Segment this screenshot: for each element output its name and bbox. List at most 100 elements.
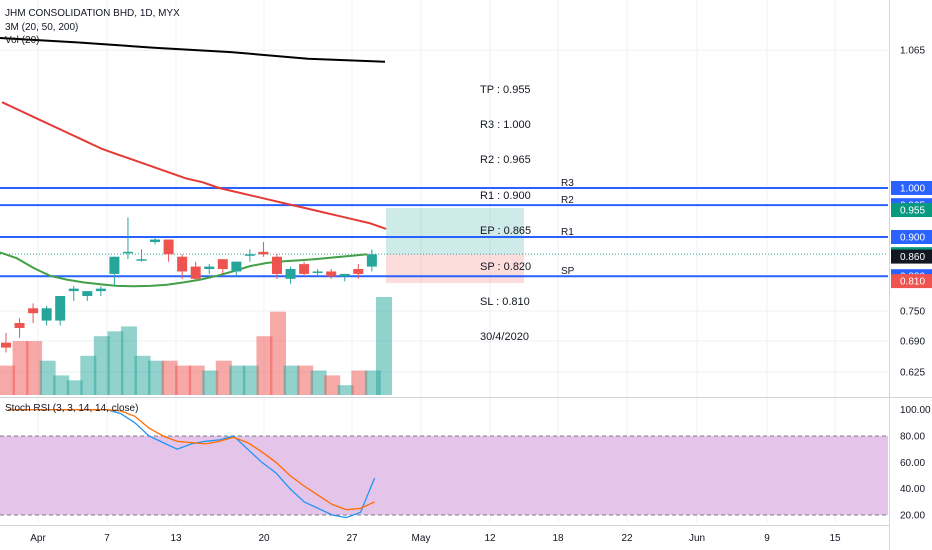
candle (204, 264, 215, 274)
x-tick-label: Jun (689, 533, 705, 544)
candle-body (41, 308, 52, 321)
grid (0, 0, 932, 523)
price-tag-bg (891, 230, 932, 244)
candle-body (68, 288, 79, 292)
volume-bar (188, 365, 205, 395)
candle-body (95, 288, 106, 292)
note-r1: R1 : 0.900 (480, 189, 531, 202)
note-tp: TP : 0.955 (480, 83, 531, 96)
volume-bar (324, 375, 341, 395)
position-target-zone (386, 208, 524, 255)
price-tag-bg (891, 249, 932, 264)
candle-body (177, 256, 188, 272)
price-tag: 0.900 (891, 230, 932, 244)
volume-panel (0, 297, 392, 395)
volume-bar (242, 365, 259, 395)
candle (326, 269, 337, 279)
price-panel[interactable]: R3 R2 R1 SP (0, 37, 888, 353)
volume-bar (215, 360, 232, 395)
candle (68, 286, 79, 301)
candle (353, 264, 364, 279)
candle (339, 273, 350, 282)
price-tag-bg (891, 274, 932, 289)
candle-body (150, 239, 161, 243)
volume-bar (0, 365, 15, 395)
candle-body (190, 266, 201, 279)
note-date: 30/4/2020 (480, 331, 529, 344)
volume-bar (148, 360, 165, 395)
candle-body (14, 323, 25, 328)
volume-bar (283, 365, 300, 395)
candle-body (366, 254, 377, 267)
volume-bar (134, 355, 151, 395)
note-sl: SL : 0.810 (480, 295, 530, 308)
candle (28, 303, 39, 324)
y-tick-label: 0.690 (900, 337, 925, 348)
candle-body (163, 239, 174, 255)
volume-bar (351, 370, 368, 395)
volume-bar (93, 336, 110, 395)
candle-body (272, 256, 282, 274)
candle-body (82, 291, 93, 297)
candle (258, 242, 269, 257)
x-tick-label: 12 (484, 533, 496, 544)
stoch-tick-label: 20.00 (900, 511, 925, 522)
volume-bar (161, 360, 178, 395)
candle-body (353, 269, 364, 274)
price-tag-bg (891, 203, 932, 218)
level-label-r2: R2 (561, 195, 574, 206)
candle (55, 296, 66, 326)
candle-body (285, 269, 296, 279)
candle (299, 261, 310, 277)
note-ep: EP : 0.865 (480, 225, 532, 238)
candle (366, 249, 377, 272)
stoch-tick-label: 40.00 (900, 484, 925, 495)
candle (122, 217, 133, 260)
volume-bar (229, 365, 246, 395)
price-tag-text: 0.900 (900, 233, 925, 244)
x-tick-label: 15 (829, 533, 841, 544)
level-label-sp: SP (561, 266, 575, 277)
price-tag-bg (891, 181, 932, 195)
x-tick-label: 7 (104, 533, 110, 544)
candle (244, 249, 255, 262)
y-tick-label: 0.750 (900, 307, 925, 318)
candle-body (122, 251, 133, 254)
candle (109, 256, 120, 287)
price-tag-text: 0.955 (900, 206, 925, 217)
candle (14, 318, 25, 338)
symbol-title: JHM CONSOLIDATION BHD, 1D, MYX (5, 8, 180, 19)
candle (41, 305, 52, 326)
x-tick-label: 9 (764, 533, 770, 544)
candle (231, 261, 242, 277)
volume-bar (337, 385, 354, 395)
stoch-series-d (8, 409, 375, 511)
volume-bar (66, 380, 83, 395)
stoch-tick-label: 60.00 (900, 458, 925, 469)
candle (1, 332, 11, 353)
volume-legend: Vol (20) (5, 35, 40, 46)
candle-body (299, 264, 310, 274)
note-r3: R3 : 1.000 (480, 118, 531, 131)
candle-body (28, 308, 39, 314)
ma-200-line (0, 37, 386, 63)
candle-body (136, 259, 147, 261)
candle-body (217, 259, 228, 270)
ma-20-line (1, 101, 387, 230)
x-tick-label: May (412, 533, 431, 544)
candle (177, 254, 188, 279)
price-tag: 0.810 (891, 274, 932, 289)
stoch-tick-label: 80.00 (900, 432, 925, 443)
candle-body (258, 251, 269, 255)
position-stop-zone (386, 254, 524, 284)
volume-bar (175, 365, 192, 395)
y-tick-label: 1.065 (900, 46, 925, 57)
volume-bar (270, 311, 286, 395)
stoch-rsi-panel[interactable] (0, 409, 888, 519)
x-tick-label: Apr (30, 533, 46, 544)
x-tick-label: 20 (258, 533, 270, 544)
candle (163, 239, 174, 262)
stoch-tick-label: 100.00 (900, 405, 931, 416)
x-tick-label: 13 (170, 533, 182, 544)
volume-bar (256, 336, 273, 395)
